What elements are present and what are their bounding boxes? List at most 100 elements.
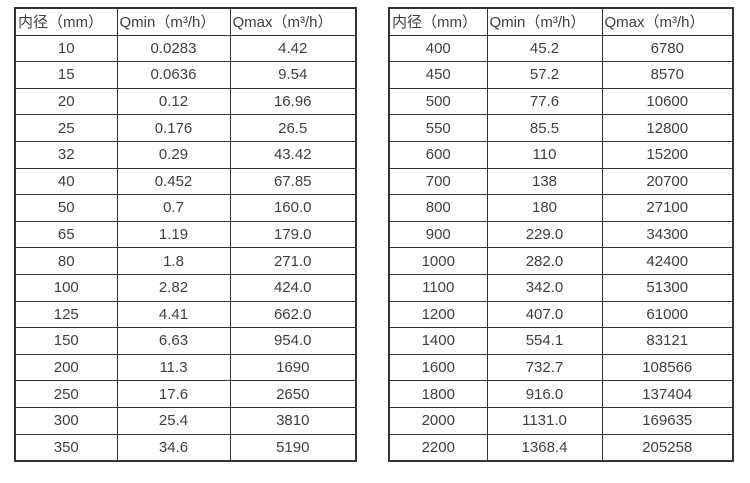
table-cell: 271.0 [229,247,357,275]
table-row: 800 180 27100 [388,194,734,222]
table-cell: 1000 [388,247,488,275]
table-cell: 169635 [601,406,734,435]
table-cell: 1800 [388,380,488,408]
table-row: 500 77.6 10600 [388,87,734,116]
table-cell: 1.19 [116,220,231,249]
table-cell: 0.0636 [116,61,231,89]
table-cell: 12800 [601,114,734,142]
table-cell: 25 [14,114,118,142]
table-cell: 65 [14,220,118,249]
table-row: 2000 1131.0 169635 [388,406,734,435]
table-body: 10 0.0283 4.42 15 0.0636 9.54 20 0.12 16.96 25 0.1… [14,34,357,462]
table-cell: 200 [14,353,118,382]
table-row: 1000 282.0 42400 [388,247,734,275]
table-cell: 282.0 [486,247,603,275]
header-row: 内径（mm） Qmin（m³/h） Qmax（m³/h） [388,7,734,36]
table-cell: 34.6 [116,433,231,462]
table-cell: 3810 [229,406,357,435]
table-cell: 27100 [601,194,734,222]
table-cell: 179.0 [229,220,357,249]
table-cell: 67.85 [229,167,357,196]
table-cell: 916.0 [486,380,603,408]
table-row: 40 0.452 67.85 [14,167,357,196]
table-row: 200 11.3 1690 [14,353,357,382]
table-cell: 1131.0 [486,406,603,435]
table-row: 550 85.5 12800 [388,114,734,142]
table-row: 125 4.41 662.0 [14,300,357,329]
table-cell: 16.96 [229,87,357,116]
table-cell: 424.0 [229,273,357,302]
table-cell: 25.4 [116,406,231,435]
table-cell: 45.2 [486,34,603,63]
table-cell: 15 [14,61,118,89]
table-body: 400 45.2 6780 450 57.2 8570 500 77.6 10600 550 85.… [388,34,734,462]
table-row: 20 0.12 16.96 [14,87,357,116]
table-cell: 1100 [388,273,488,302]
table-cell: 550 [388,114,488,142]
table-row: 300 25.4 3810 [14,406,357,435]
table-row: 25 0.176 26.5 [14,114,357,142]
table-cell: 1400 [388,327,488,355]
table-cell: 300 [14,406,118,435]
table-cell: 110 [486,140,603,169]
table-cell: 125 [14,300,118,329]
table-row: 100 2.82 424.0 [14,273,357,302]
table-row: 1800 916.0 137404 [388,380,734,408]
table-cell: 4.41 [116,300,231,329]
table-cell: 407.0 [486,300,603,329]
table-cell: 43.42 [229,140,357,169]
table-cell: 80 [14,247,118,275]
diameter-flow-table-right: 内径（mm） Qmin（m³/h） Qmax（m³/h） 400 45.2 6780 45… [388,7,734,463]
table-row: 450 57.2 8570 [388,61,734,89]
table-row: 600 110 15200 [388,140,734,169]
table-cell: 10 [14,34,118,63]
table-cell: 1690 [229,353,357,382]
table-cell: 10600 [601,87,734,116]
table-row: 2200 1368.4 205258 [388,433,734,462]
table-cell: 11.3 [116,353,231,382]
table-cell: 160.0 [229,194,357,222]
table-cell: 85.5 [486,114,603,142]
table-cell: 250 [14,380,118,408]
table-cell: 500 [388,87,488,116]
table-cell: 42400 [601,247,734,275]
table-cell: 400 [388,34,488,63]
table-cell: 6780 [601,34,734,63]
table-cell: 900 [388,220,488,249]
table-cell: 108566 [601,353,734,382]
table-row: 80 1.8 271.0 [14,247,357,275]
table-cell: 229.0 [486,220,603,249]
table-cell: 1600 [388,353,488,382]
table-cell: 20700 [601,167,734,196]
table-cell: 6.63 [116,327,231,355]
table-cell: 2200 [388,433,488,462]
table-cell: 554.1 [486,327,603,355]
table-cell: 51300 [601,273,734,302]
column-header: Qmax（m³/h） [229,7,357,36]
table-cell: 800 [388,194,488,222]
column-header: 内径（mm） [14,7,118,36]
table-cell: 0.176 [116,114,231,142]
table-cell: 205258 [601,433,734,462]
table-cell: 0.0283 [116,34,231,63]
table-row: 15 0.0636 9.54 [14,61,357,89]
table-row: 1400 554.1 83121 [388,327,734,355]
table-row: 65 1.19 179.0 [14,220,357,249]
table-cell: 57.2 [486,61,603,89]
table-cell: 1.8 [116,247,231,275]
table-row: 250 17.6 2650 [14,380,357,408]
table-cell: 150 [14,327,118,355]
table-row: 50 0.7 160.0 [14,194,357,222]
table-row: 1600 732.7 108566 [388,353,734,382]
table-row: 350 34.6 5190 [14,433,357,462]
table-row: 150 6.63 954.0 [14,327,357,355]
table-cell: 137404 [601,380,734,408]
column-header: Qmin（m³/h） [486,7,603,36]
table-cell: 732.7 [486,353,603,382]
diameter-flow-table-left: 内径（mm） Qmin（m³/h） Qmax（m³/h） 10 0.0283 4.42 1… [14,7,357,463]
table-cell: 138 [486,167,603,196]
table-cell: 0.12 [116,87,231,116]
table-cell: 4.42 [229,34,357,63]
table-row: 32 0.29 43.42 [14,140,357,169]
